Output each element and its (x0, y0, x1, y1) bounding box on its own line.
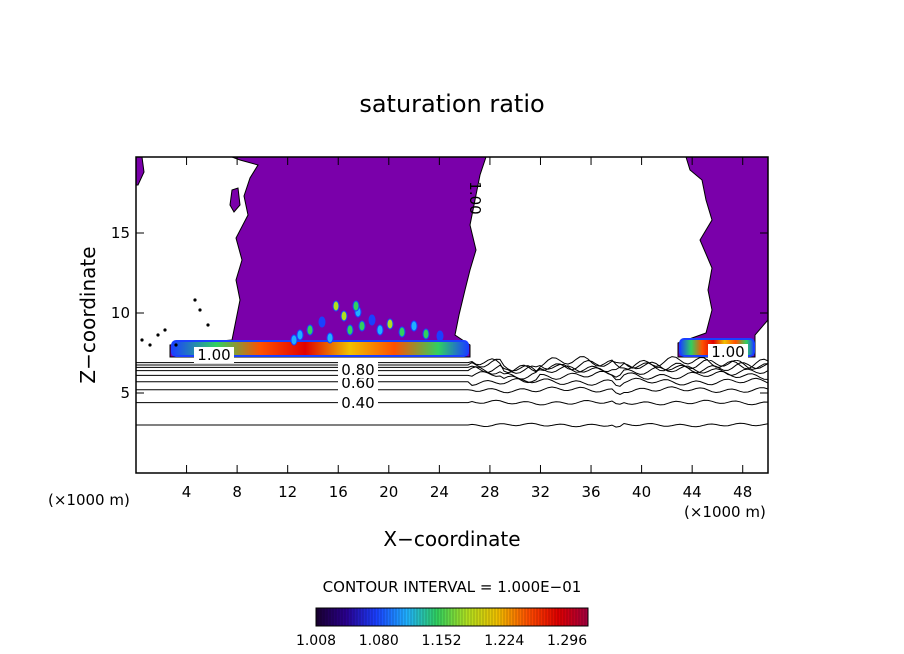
small-contour-blob (163, 328, 167, 332)
left-cloud-core (171, 340, 469, 357)
speckle (306, 324, 314, 336)
y-unit-label: (×1000 m) (48, 491, 130, 509)
small-contour-blob (148, 343, 152, 347)
speckle (358, 320, 366, 332)
small-contour-blob (156, 333, 160, 337)
colorbar (315, 607, 589, 627)
chart-title: saturation ratio (359, 90, 544, 118)
x-tick-label: 40 (632, 483, 651, 501)
x-tick-label: 20 (379, 483, 398, 501)
plot-area (136, 157, 768, 428)
contour-label-bg (338, 375, 378, 391)
left-cloud-spot (229, 187, 241, 213)
contour-label-bg (194, 347, 234, 363)
contour-line (136, 377, 768, 387)
y-tick-label: 15 (111, 224, 130, 242)
contour-line (136, 361, 768, 374)
x-tick-label: 8 (232, 483, 242, 501)
contour-label: 0.40 (341, 394, 374, 412)
y-axis-ticks: 5 10 15 (111, 224, 768, 402)
contour-line (136, 399, 768, 406)
x-tick-label: 12 (278, 483, 297, 501)
small-contour-blob (140, 338, 144, 342)
speckle (368, 314, 376, 326)
left-cloud-region (169, 157, 487, 358)
y-tick-label: 5 (120, 384, 130, 402)
speckle (352, 300, 360, 312)
colorbar-tick-label: 1.296 (547, 633, 587, 649)
small-contour-blob (198, 308, 202, 312)
small-contour-blob (193, 298, 197, 302)
convective-speckles (140, 298, 444, 347)
contour-labels: 1.00 0.40 0.600.80 1.00 1.00 (194, 181, 748, 412)
speckle (410, 320, 418, 332)
contour-label-bg (708, 344, 748, 360)
contour-label: 0.80 (341, 361, 374, 379)
small-contour-blob (206, 323, 210, 327)
contour-label: 1.00 (197, 346, 230, 364)
x-tick-label: 32 (531, 483, 550, 501)
contour-line (136, 356, 768, 374)
speckle (376, 324, 384, 336)
speckle (346, 324, 354, 336)
colorbar-tick-label: 1.080 (359, 633, 399, 649)
contour-label: 0.60 (341, 374, 374, 392)
speckle (398, 326, 406, 338)
contour-line (136, 370, 768, 384)
x-tick-label: 44 (683, 483, 702, 501)
x-axis-ticks: 4 8 12 16 20 24 28 32 36 40 44 48 (182, 157, 752, 501)
speckle (290, 334, 298, 346)
contour-label-bg (338, 395, 378, 411)
small-contour-blob (174, 343, 178, 347)
speckle (296, 329, 304, 341)
x-tick-label: 24 (430, 483, 449, 501)
speckle (318, 316, 326, 328)
x-tick-label: 36 (581, 483, 600, 501)
right-cloud-region (677, 157, 768, 358)
colorbar-ticks: 1.008 1.080 1.152 1.224 1.296 (296, 608, 587, 649)
contour-lines (136, 356, 768, 428)
colorbar-tick-label: 1.224 (484, 633, 524, 649)
left-cloud-edge (136, 157, 145, 186)
x-tick-label: 4 (182, 483, 192, 501)
x-tick-label: 16 (329, 483, 348, 501)
speckle (340, 310, 348, 322)
x-unit-label: (×1000 m) (684, 503, 766, 521)
speckle (422, 328, 430, 340)
contour-line (136, 422, 768, 428)
x-tick-label: 28 (480, 483, 499, 501)
contour-label-vertical: 1.00 (466, 181, 484, 214)
contour-line (136, 386, 768, 395)
speckle (332, 300, 340, 312)
speckle (326, 332, 334, 344)
contour-label: 1.00 (711, 343, 744, 361)
speckle (436, 330, 444, 342)
contour-line (136, 358, 768, 372)
colorbar-tick-label: 1.152 (421, 633, 461, 649)
contour-interval-label: CONTOUR INTERVAL = 1.000E−01 (323, 578, 582, 596)
y-axis-label: Z−coordinate (76, 246, 100, 383)
colorbar-tick-label: 1.008 (296, 633, 336, 649)
x-axis-label: X−coordinate (383, 527, 520, 551)
y-tick-label: 10 (111, 304, 130, 322)
contour-label-bg (338, 362, 378, 378)
plot-frame (135, 156, 769, 474)
x-tick-label: 48 (733, 483, 752, 501)
speckle (386, 318, 394, 330)
